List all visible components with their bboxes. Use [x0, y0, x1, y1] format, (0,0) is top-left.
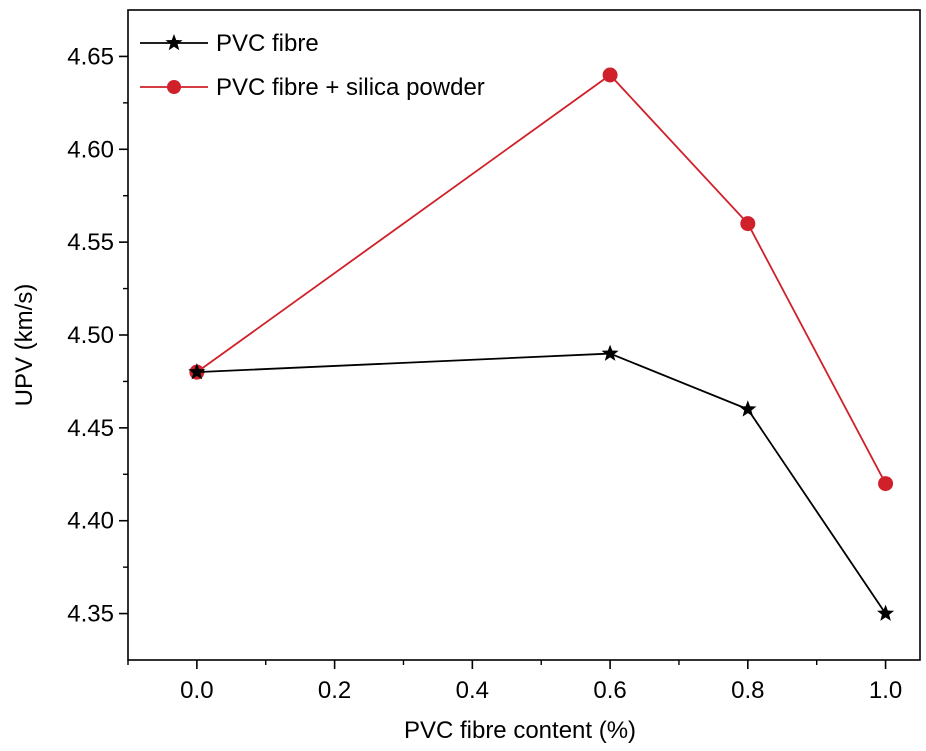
- x-tick-label: 0.2: [318, 677, 351, 704]
- y-tick-label: 4.65: [67, 43, 114, 70]
- legend: PVC fibre PVC fibre + silica powder: [140, 30, 485, 101]
- data-point-circle: [878, 476, 894, 492]
- legend-label: PVC fibre + silica powder: [216, 74, 485, 101]
- data-point-star: [601, 344, 619, 361]
- data-point-circle: [740, 216, 756, 232]
- y-axis-label: UPV (km/s): [11, 284, 38, 407]
- y-tick-label: 4.35: [67, 601, 114, 628]
- legend-label: PVC fibre: [216, 30, 319, 57]
- series-pvc-fibre-silica: [189, 67, 894, 492]
- axis-ticks: 0.0 0.2 0.4 0.6 0.8 1.0 4.35 4.40 4.45 4.50 4.55 4.…: [67, 43, 902, 704]
- y-tick-label: 4.45: [67, 415, 114, 442]
- series-layer: [188, 67, 895, 621]
- series-line: [196, 73, 887, 484]
- x-tick-label: 0.6: [593, 677, 626, 704]
- x-tick-label: 1.0: [869, 677, 902, 704]
- data-point-star: [877, 604, 895, 621]
- y-tick-label: 4.60: [67, 136, 114, 163]
- y-tick-label: 4.55: [67, 229, 114, 256]
- series-pvc-fibre: [188, 344, 895, 621]
- plot-border: [127, 9, 921, 661]
- legend-marker-star: [165, 34, 183, 51]
- legend-marker-circle: [167, 80, 181, 94]
- x-tick-label: 0.0: [180, 677, 213, 704]
- y-tick-label: 4.40: [67, 508, 114, 535]
- legend-item: PVC fibre + silica powder: [140, 74, 485, 101]
- y-tick-label: 4.50: [67, 322, 114, 349]
- legend-item: PVC fibre: [140, 30, 319, 57]
- series-line: [196, 352, 887, 615]
- data-point-star: [739, 400, 757, 417]
- data-point-circle: [602, 67, 618, 83]
- plot-frame: [127, 9, 921, 661]
- x-axis-label: PVC fibre content (%): [404, 717, 636, 744]
- x-tick-label: 0.8: [731, 677, 764, 704]
- data-point-star: [188, 363, 206, 380]
- x-tick-label: 0.4: [456, 677, 489, 704]
